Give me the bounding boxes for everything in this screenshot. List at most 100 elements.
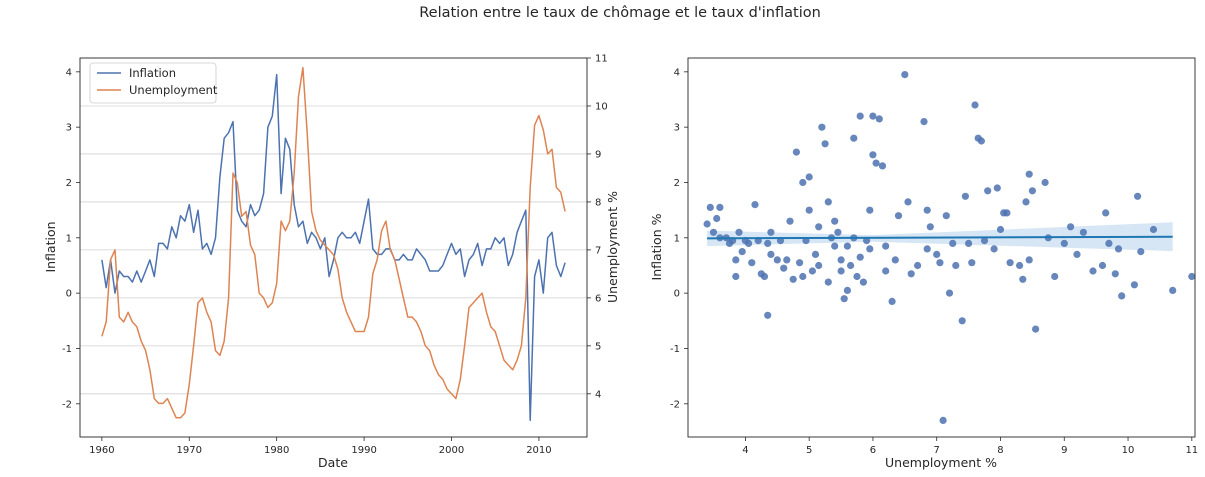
x-axis-ticks: 1960 1970 1980 1990 2000 2010 — [89, 437, 552, 456]
scatter-x-tick-4-label: 4 — [742, 445, 748, 456]
scatter-point-22 — [767, 250, 775, 258]
scatter-point-47 — [831, 217, 839, 225]
x-tick-1960-label: 1960 — [89, 445, 114, 456]
scatter-point-14 — [745, 239, 753, 247]
scatter-point-43 — [824, 198, 832, 206]
scatter-point-44 — [824, 278, 832, 286]
y2-tick-11-label: 11 — [595, 54, 608, 65]
scatter-point-89 — [958, 317, 966, 325]
scatter-point-40 — [815, 261, 823, 270]
scatter-point-64 — [869, 151, 877, 159]
x-tick-1990-label: 1990 — [351, 445, 376, 456]
scatter-point-117 — [1079, 228, 1087, 236]
scatter-point-77 — [914, 261, 922, 270]
scatter-x-tick-9-label: 9 — [1061, 445, 1067, 456]
scatter-point-27 — [783, 256, 791, 264]
scatter-point-100 — [996, 225, 1005, 234]
scatter-point-28 — [786, 217, 794, 225]
legend-box — [89, 62, 217, 104]
scatter-point-9 — [732, 256, 740, 264]
y-tick-0-label: 0 — [66, 289, 72, 300]
scatter-point-33 — [799, 178, 807, 187]
scatter-chart: 4 5 6 7 8 9 10 11 -2 -1 0 1 2 3 4 Unemployment % Infl… — [649, 57, 1198, 470]
scatter-point-70 — [882, 267, 890, 275]
scatter-point-16 — [751, 201, 759, 209]
scatter-point-95 — [977, 137, 986, 145]
scatter-point-87 — [949, 239, 957, 247]
scatter-y-tick--2-label: -2 — [670, 399, 680, 410]
scatter-point-96 — [980, 237, 989, 245]
scatter-point-31 — [796, 259, 804, 267]
y2-tick-10-label: 10 — [595, 101, 608, 112]
left-y-axis-ticks: -2 -1 0 1 2 3 4 — [62, 67, 80, 410]
scatter-point-92 — [968, 259, 976, 267]
scatter-point-12 — [738, 248, 746, 256]
scatter-point-15 — [748, 259, 756, 267]
scatter-point-79 — [923, 206, 931, 214]
scatter-x-tick-11-label: 11 — [1185, 445, 1198, 456]
scatter-point-84 — [939, 416, 947, 424]
scatter-point-32 — [799, 272, 807, 281]
scatter-point-54 — [847, 261, 855, 270]
scatter-point-80 — [923, 245, 931, 253]
scatter-point-53 — [843, 242, 852, 250]
x-axis-label: Date — [318, 455, 348, 470]
scatter-point-46 — [831, 242, 839, 250]
scatter-point-35 — [805, 173, 813, 181]
right-y-axis-ticks: 4 5 6 7 8 9 10 11 — [587, 54, 608, 400]
scatter-point-75 — [904, 198, 912, 206]
legend: Inflation Unemployment — [89, 62, 218, 104]
scatter-point-3 — [713, 214, 721, 223]
scatter-point-57 — [853, 272, 861, 281]
scatter-point-113 — [1051, 272, 1059, 281]
scatter-point-99 — [993, 184, 1001, 192]
scatter-point-0 — [703, 220, 711, 228]
timeseries-lines — [101, 66, 566, 422]
scatter-y-tick-0-label: 0 — [674, 289, 680, 300]
scatter-point-67 — [875, 115, 883, 123]
scatter-points — [703, 71, 1195, 424]
scatter-point-37 — [808, 267, 817, 275]
scatter-point-81 — [926, 223, 934, 231]
scatter-point-120 — [1102, 209, 1110, 217]
scatter-frame — [687, 57, 1196, 438]
y2-tick-8-label: 8 — [595, 197, 601, 208]
scatter-point-2 — [709, 228, 718, 236]
scatter-x-tick-10-label: 10 — [1122, 445, 1135, 456]
scatter-point-72 — [891, 256, 899, 264]
scatter-point-50 — [837, 267, 845, 275]
scatter-point-68 — [878, 162, 887, 170]
scatter-point-59 — [856, 253, 864, 261]
scatter-point-83 — [936, 259, 944, 267]
series-line-inflation — [101, 73, 566, 422]
scatter-point-73 — [894, 212, 903, 220]
scatter-point-41 — [818, 123, 826, 131]
series-line-unemployment — [101, 66, 566, 419]
scatter-point-104 — [1016, 261, 1024, 270]
scatter-point-10 — [732, 272, 740, 281]
scatter-point-66 — [872, 159, 880, 167]
scatter-x-axis-ticks: 4 5 6 7 8 9 10 11 — [742, 437, 1198, 456]
scatter-point-118 — [1089, 267, 1097, 275]
scatter-point-62 — [866, 206, 874, 214]
y-tick-2-label: 2 — [66, 178, 72, 189]
legend-entry-unemployment: Unemployment — [129, 83, 218, 97]
scatter-point-111 — [1041, 178, 1049, 187]
y-tick-4-label: 4 — [66, 67, 72, 78]
y2-tick-9-label: 9 — [595, 149, 601, 160]
scatter-point-109 — [1028, 187, 1036, 195]
y-tick--1-label: -1 — [62, 344, 72, 355]
y-tick-3-label: 3 — [66, 123, 72, 134]
scatter-point-103 — [1006, 259, 1014, 267]
scatter-y-tick--1-label: -1 — [670, 344, 680, 355]
y2-tick-7-label: 7 — [595, 245, 601, 256]
y-tick--2-label: -2 — [62, 399, 72, 410]
scatter-point-98 — [990, 245, 998, 253]
scatter-point-119 — [1098, 261, 1107, 270]
scatter-point-90 — [961, 192, 970, 200]
scatter-y-axis-ticks: -2 -1 0 1 2 3 4 — [670, 67, 688, 410]
y2-tick-5-label: 5 — [595, 341, 601, 352]
scatter-point-106 — [1022, 198, 1030, 206]
scatter-point-127 — [1137, 248, 1145, 256]
